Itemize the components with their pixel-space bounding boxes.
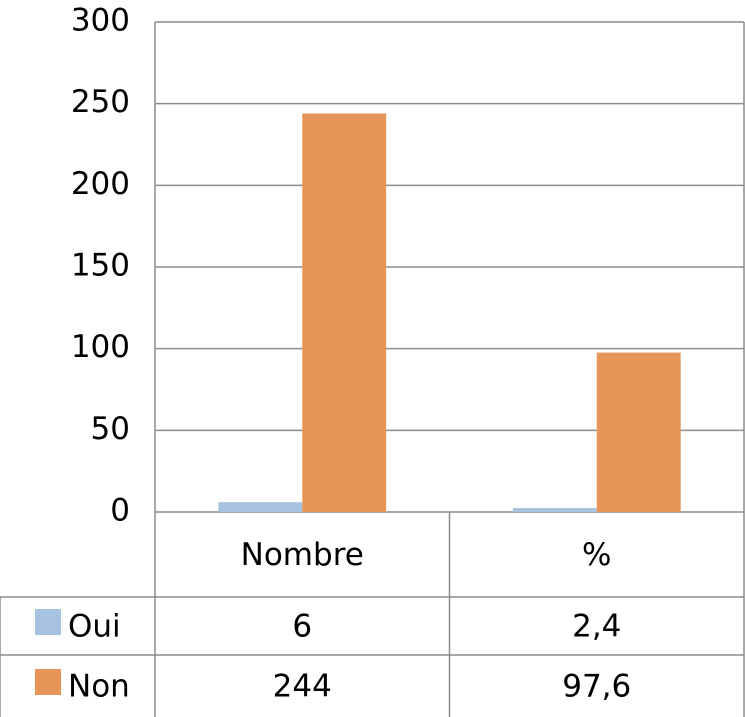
y-tick-label: 100: [71, 329, 130, 365]
legend-swatch: [35, 669, 61, 695]
y-tick-label: 50: [91, 411, 130, 447]
bar: [512, 508, 597, 512]
legend-label: Oui: [68, 609, 121, 645]
legend-label: Non: [68, 669, 130, 705]
y-tick-label: 200: [71, 166, 130, 202]
bar: [218, 502, 303, 512]
bar: [302, 113, 387, 512]
legend-swatch: [35, 609, 61, 635]
y-tick-label: 150: [71, 248, 130, 284]
y-tick-label: 250: [71, 84, 130, 120]
table-value: 2,4: [572, 609, 621, 645]
y-tick-label: 0: [110, 493, 130, 529]
table-value: 6: [292, 609, 312, 645]
x-tick-label: %: [582, 537, 611, 573]
x-tick-label: Nombre: [241, 537, 364, 573]
table-value: 97,6: [562, 669, 631, 705]
bar: [596, 352, 681, 512]
y-tick-label: 300: [71, 3, 130, 39]
table-value: 244: [273, 669, 332, 705]
